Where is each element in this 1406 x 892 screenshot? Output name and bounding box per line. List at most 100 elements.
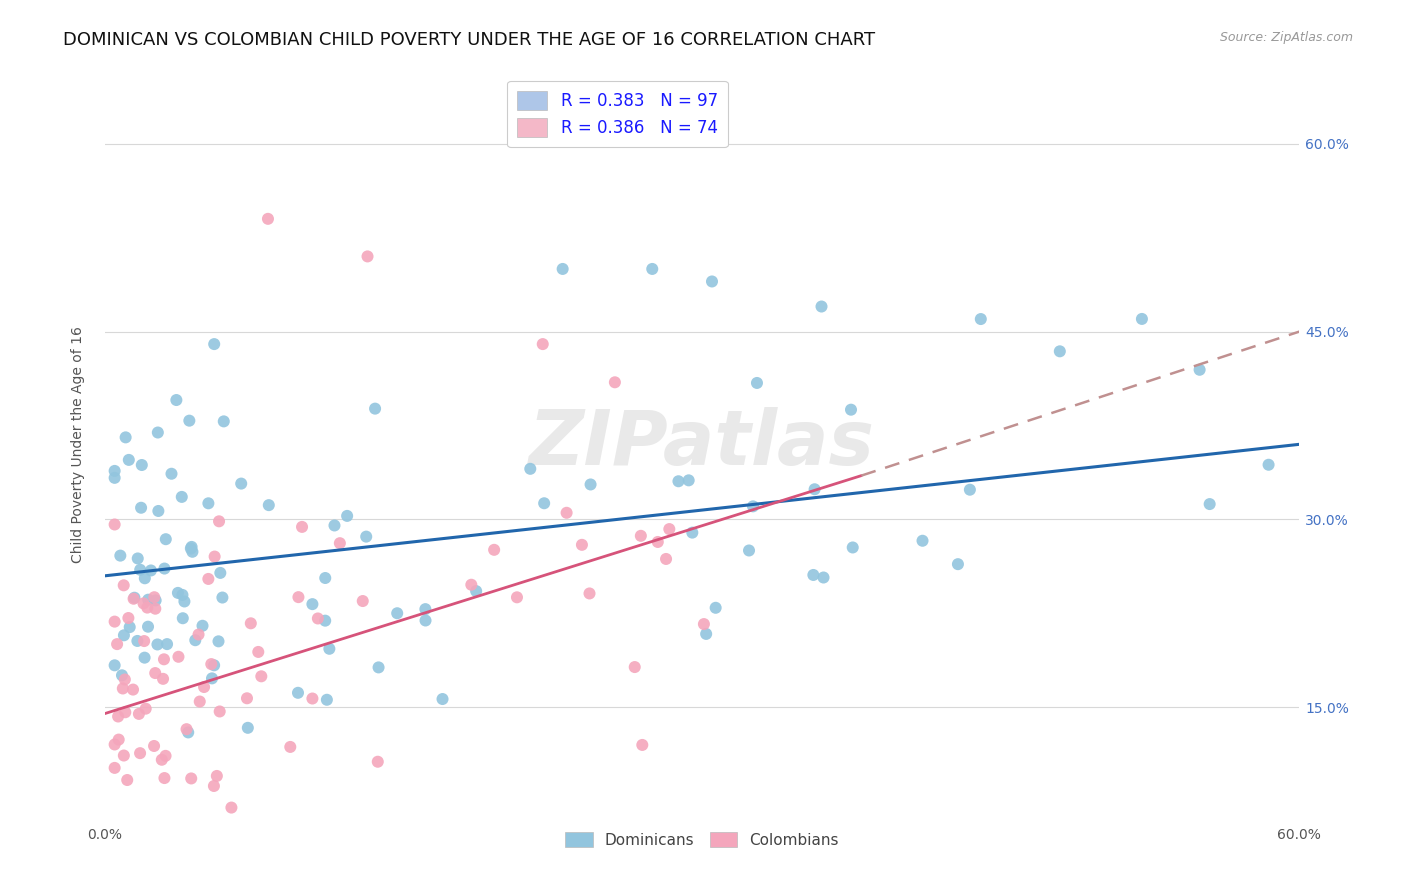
Point	[129, 746, 152, 760]
Point	[356, 249, 378, 263]
Point	[180, 541, 202, 556]
Point	[202, 658, 225, 673]
Point	[1188, 363, 1211, 377]
Point	[111, 681, 134, 696]
Point	[314, 614, 336, 628]
Point	[364, 401, 387, 416]
Point	[104, 464, 127, 478]
Point	[745, 376, 768, 390]
Point	[247, 645, 270, 659]
Point	[115, 772, 138, 787]
Point	[114, 430, 136, 444]
Point	[184, 633, 207, 648]
Point	[122, 682, 145, 697]
Point	[630, 529, 652, 543]
Text: ZIPatlas: ZIPatlas	[529, 408, 875, 482]
Point	[145, 593, 167, 607]
Point	[153, 771, 176, 785]
Point	[631, 738, 654, 752]
Point	[143, 601, 166, 615]
Point	[139, 564, 162, 578]
Point	[172, 611, 194, 625]
Point	[519, 462, 541, 476]
Point	[205, 769, 228, 783]
Point	[207, 634, 229, 648]
Point	[301, 597, 323, 611]
Point	[250, 669, 273, 683]
Point	[291, 520, 314, 534]
Point	[387, 606, 409, 620]
Point	[204, 549, 226, 564]
Point	[136, 600, 159, 615]
Point	[236, 691, 259, 706]
Point	[803, 482, 825, 496]
Text: Source: ZipAtlas.com: Source: ZipAtlas.com	[1219, 31, 1353, 45]
Point	[118, 453, 141, 467]
Point	[839, 402, 862, 417]
Point	[813, 570, 835, 584]
Point	[187, 627, 209, 641]
Point	[623, 660, 645, 674]
Point	[278, 739, 301, 754]
Point	[176, 722, 198, 736]
Point	[191, 619, 214, 633]
Point	[179, 414, 201, 428]
Point	[104, 471, 127, 485]
Point	[209, 566, 232, 580]
Point	[107, 709, 129, 723]
Point	[959, 483, 981, 497]
Point	[167, 586, 190, 600]
Point	[104, 738, 127, 752]
Point	[1130, 312, 1153, 326]
Point	[314, 571, 336, 585]
Point	[201, 672, 224, 686]
Point	[678, 474, 700, 488]
Point	[655, 552, 678, 566]
Point	[329, 536, 352, 550]
Point	[221, 800, 243, 814]
Point	[738, 543, 761, 558]
Point	[188, 694, 211, 708]
Point	[211, 591, 233, 605]
Point	[131, 458, 153, 472]
Point	[180, 540, 202, 554]
Point	[307, 611, 329, 625]
Point	[129, 500, 152, 515]
Point	[105, 637, 128, 651]
Point	[658, 522, 681, 536]
Point	[104, 761, 127, 775]
Point	[531, 337, 554, 351]
Point	[143, 591, 166, 605]
Point	[170, 490, 193, 504]
Point	[318, 641, 340, 656]
Point	[136, 620, 159, 634]
Point	[122, 591, 145, 606]
Point	[641, 262, 664, 277]
Point	[704, 600, 727, 615]
Point	[257, 211, 280, 226]
Point	[112, 628, 135, 642]
Point	[208, 514, 231, 528]
Point	[143, 666, 166, 681]
Point	[700, 275, 723, 289]
Point	[482, 542, 505, 557]
Point	[165, 392, 187, 407]
Y-axis label: Child Poverty Under the Age of 16: Child Poverty Under the Age of 16	[72, 326, 86, 563]
Point	[551, 262, 574, 277]
Point	[695, 627, 717, 641]
Point	[117, 611, 139, 625]
Point	[112, 578, 135, 592]
Point	[647, 535, 669, 549]
Point	[127, 551, 149, 566]
Point	[128, 706, 150, 721]
Text: DOMINICAN VS COLOMBIAN CHILD POVERTY UNDER THE AGE OF 16 CORRELATION CHART: DOMINICAN VS COLOMBIAN CHILD POVERTY UND…	[63, 31, 876, 49]
Point	[603, 376, 626, 390]
Point	[146, 425, 169, 440]
Point	[202, 779, 225, 793]
Point	[153, 561, 176, 575]
Point	[146, 637, 169, 651]
Point	[156, 637, 179, 651]
Point	[208, 705, 231, 719]
Point	[127, 634, 149, 648]
Point	[571, 538, 593, 552]
